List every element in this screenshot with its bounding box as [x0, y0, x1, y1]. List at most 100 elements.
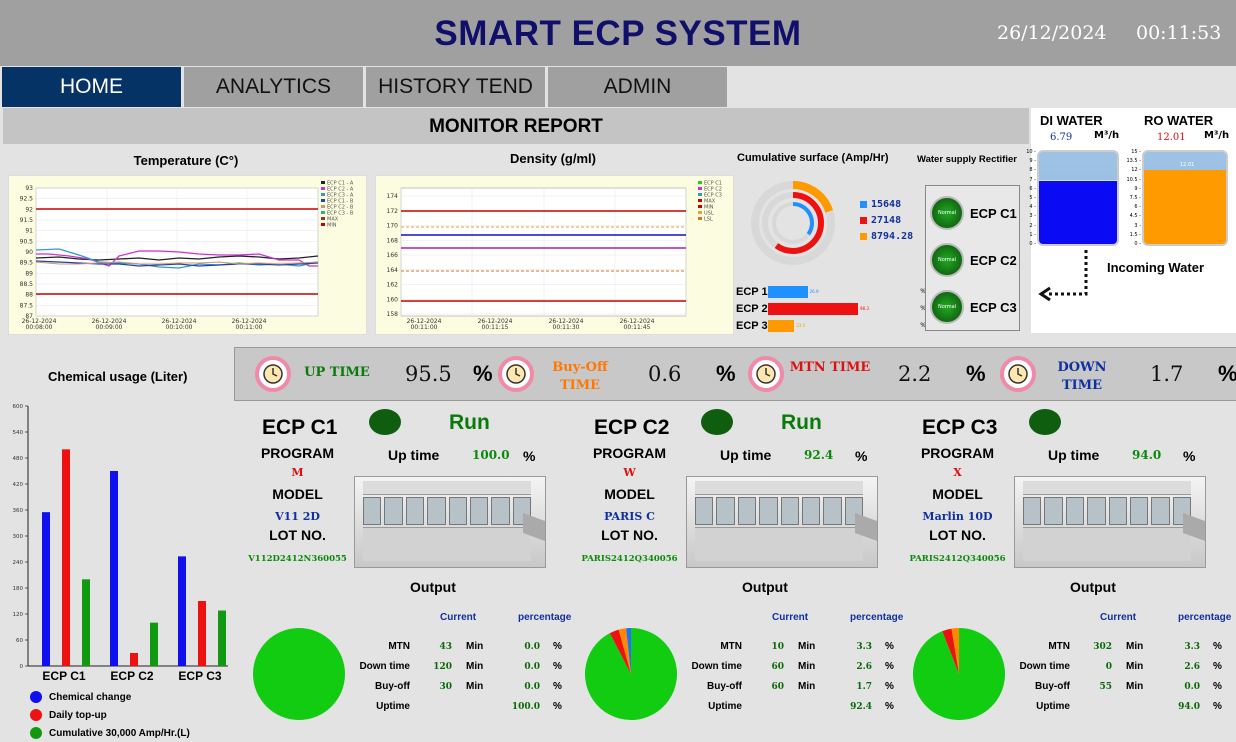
incoming-arrow-icon [1038, 250, 1088, 302]
temp-ytick: 90 [25, 249, 33, 256]
temp-ytick: 89.5 [20, 260, 34, 267]
tank-tick: 8 - [1029, 167, 1036, 174]
chemical-ytick: 300 [13, 534, 24, 540]
tank-tick: 7 - [1029, 176, 1036, 183]
rectifier-panel: Normal ECP C1 Normal ECP C2 Normal ECP C… [925, 185, 1020, 331]
status-percent: % [966, 361, 986, 386]
output-row-current: 43 [439, 642, 452, 652]
status-label: DOWN TIME [1057, 360, 1107, 393]
status-value: 2.2 [898, 362, 932, 386]
output-row-label: MTN [1048, 641, 1070, 652]
di-water-tank [1037, 150, 1119, 246]
tab-history-tend[interactable]: HISTORY TEND [366, 67, 547, 107]
uptime-label: Up time [720, 447, 772, 463]
density-legend-item: ECP C2 [704, 187, 722, 193]
density-legend-item: ECP C3 [704, 193, 722, 199]
output-row-min: Min [1126, 641, 1144, 652]
temp-legend-swatch [321, 193, 325, 196]
surface-ring-chart [751, 181, 835, 265]
tank-tick: 13.5 - [1126, 158, 1141, 165]
output-pie-slice [609, 629, 631, 674]
output-row-current: 60 [771, 662, 784, 672]
density-ytick: 174 [387, 193, 399, 200]
status-light: Normal [930, 290, 964, 324]
current-header: Current [1100, 612, 1137, 623]
output-row-min: Min [466, 681, 484, 692]
temp-ytick: 90.5 [20, 238, 34, 245]
tab-analytics[interactable]: ANALYTICS [184, 67, 365, 107]
program-label: PROGRAM [920, 445, 995, 461]
output-row-min: Min [798, 661, 816, 672]
output-row-current: 0 [1105, 662, 1112, 672]
tank-tick: 15 - [1131, 149, 1141, 155]
di-water-label: DI WATER [1040, 113, 1103, 128]
temp-legend-swatch [321, 199, 325, 202]
density-legend-item: LSL [704, 217, 713, 223]
temp-legend-item: MAX [327, 217, 339, 223]
density-ytick: 158 [387, 311, 399, 318]
output-row-pct-sign: % [885, 701, 894, 712]
rectifier-label: ECP C2 [970, 252, 1017, 268]
output-row-min: Min [1126, 661, 1144, 672]
tank-tick: 0 - [1029, 241, 1036, 247]
density-xtick-time: 00:11:15 [482, 324, 509, 331]
program-value: M [291, 466, 304, 479]
surface-bar-label-2: ECP 2 [736, 302, 768, 315]
density-xtick-time: 00:11:45 [624, 324, 651, 331]
ro-water-unit: M³/h [1204, 130, 1230, 141]
surface-title: Cumulative surface (Amp/Hr) [737, 152, 889, 164]
output-pie-chart [582, 625, 680, 723]
density-xtick-time: 00:11:00 [411, 324, 438, 331]
surface-bar-value-2: 98.3 [860, 306, 869, 311]
ro-tank-scale: 15 - 13.5 - 12 - 10.5 - 9 - 7.5 - 6 - 4.5 - 3 - 1… [1123, 149, 1141, 247]
temp-legend-swatch [321, 181, 325, 184]
temp-legend-swatch [321, 217, 325, 220]
output-row-label: Buy-off [375, 681, 410, 692]
temp-xtick-time: 00:10:00 [166, 324, 193, 331]
temp-xtick-time: 00:08:00 [26, 324, 53, 331]
output-row-min: Min [466, 661, 484, 672]
run-status-text: Run [781, 411, 822, 434]
ro-water-label: RO WATER [1144, 113, 1214, 128]
monitor-report-title: MONITOR REPORT [429, 116, 603, 137]
output-row-pct: 0.0 [524, 662, 540, 672]
run-status-light [701, 409, 733, 435]
uptime-percent: % [1183, 448, 1196, 464]
status-value: 0.6 [648, 362, 682, 386]
temp-xtick-date: 26-12-2024 [162, 318, 197, 325]
current-header: Current [440, 612, 477, 623]
output-pie-slice [951, 628, 959, 674]
output-row-pct: 1.7 [856, 682, 872, 692]
tab-home[interactable]: HOME [2, 67, 183, 107]
surface-bars: ECP 1 26.9% ECP 2 98.3% ECP 3 23.5% [736, 285, 926, 332]
output-label: Output [742, 579, 788, 595]
output-row-pct: 0.0 [524, 642, 540, 652]
output-row-current: 302 [1093, 642, 1112, 652]
temp-legend-item: ECP C2 - A [327, 187, 354, 193]
output-row-pct-sign: % [885, 641, 894, 652]
density-ytick: 162 [387, 282, 399, 289]
output-row-pct: 0.0 [1184, 682, 1200, 692]
ro-water-value: 12.01 [1157, 132, 1186, 143]
status-label: Buy-Off TIME [552, 360, 608, 393]
surface-ring-1 [772, 202, 814, 244]
tab-admin[interactable]: ADMIN [548, 67, 729, 107]
uptime-value: 100.0 [472, 448, 510, 462]
chemical-category-label: ECP C3 [178, 669, 221, 683]
model-value: PARIS C [604, 510, 655, 523]
surface-ring-2 [762, 192, 824, 254]
output-row-min: Min [466, 641, 484, 652]
ro-inner-value: 12.01 [1180, 162, 1195, 168]
temp-ytick: 88 [25, 292, 33, 299]
output-row-current: 120 [433, 662, 452, 672]
output-row-current: 55 [1099, 682, 1112, 692]
tank-tick: 0 - [1134, 241, 1141, 247]
temperature-chart-title: Temperature (C°) [133, 153, 239, 168]
density-legend-swatch [698, 187, 702, 190]
temp-xtick-date: 26-12-2024 [232, 318, 267, 325]
ecp-machine-image [354, 476, 546, 568]
output-row-pct: 3.3 [856, 642, 872, 652]
status-bar [234, 347, 1236, 401]
ecp-name: ECP C3 [922, 416, 998, 439]
